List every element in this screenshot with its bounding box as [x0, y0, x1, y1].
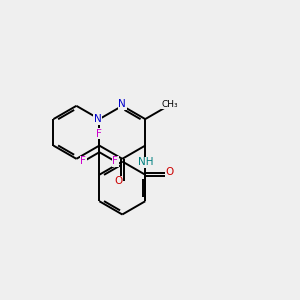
Text: F: F — [80, 157, 86, 166]
Text: N: N — [94, 114, 102, 124]
Text: NH: NH — [138, 158, 154, 167]
Text: O: O — [115, 176, 123, 186]
Text: F: F — [96, 129, 102, 139]
Text: N: N — [118, 99, 126, 110]
Text: CH₃: CH₃ — [162, 100, 178, 109]
Text: F: F — [112, 157, 118, 166]
Text: O: O — [165, 167, 173, 177]
